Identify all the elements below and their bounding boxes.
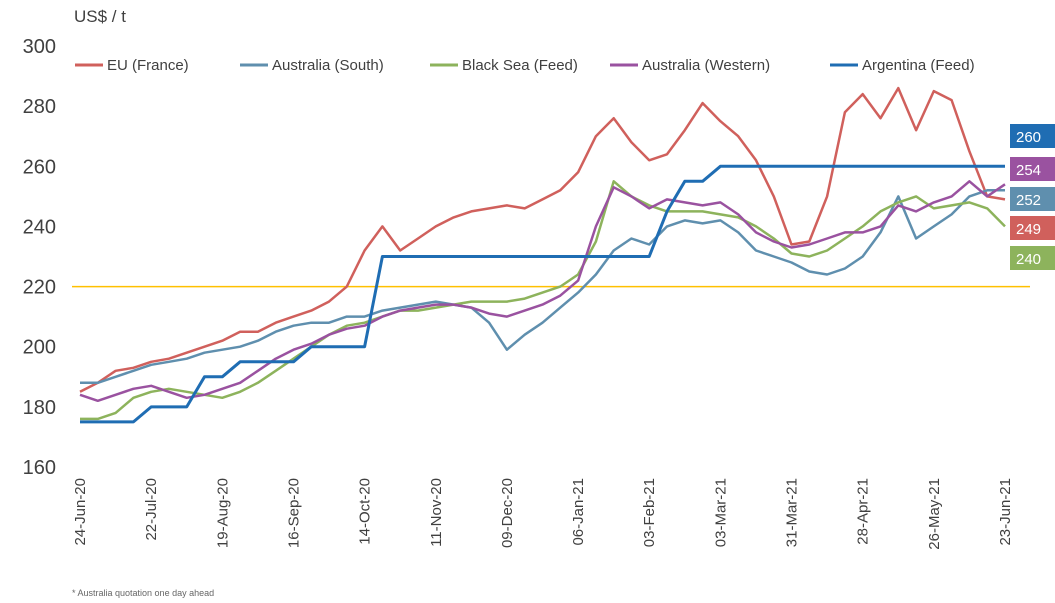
x-tick-label: 22-Jul-20 [143, 478, 160, 541]
end-value-label: 254 [1016, 162, 1041, 179]
y-tick-label: 220 [23, 277, 56, 299]
x-tick-label: 28-Apr-21 [855, 478, 872, 545]
end-value-box [1010, 157, 1055, 181]
end-value-box [1010, 246, 1055, 270]
series-line [79, 180, 1006, 403]
end-value-label: 260 [1016, 129, 1041, 146]
x-tick-label: 16-Sep-20 [285, 478, 302, 548]
x-tick-label: 31-Mar-21 [784, 478, 801, 547]
y-tick-label: 240 [23, 216, 56, 238]
x-tick-label: 24-Jun-20 [72, 478, 89, 546]
series-line [80, 189, 1005, 385]
series-line [80, 164, 1005, 424]
x-tick-label: 09-Dec-20 [499, 478, 516, 548]
y-tick-label: 260 [23, 156, 56, 178]
y-tick-label: 200 [23, 337, 56, 359]
x-tick-label: 06-Jan-21 [570, 478, 587, 546]
x-tick-label: 14-Oct-20 [357, 478, 374, 545]
x-tick-label: 19-Aug-20 [214, 478, 231, 548]
x-tick-label: 03-Feb-21 [641, 478, 658, 547]
x-tick-label: 26-May-21 [926, 478, 943, 550]
x-tick-label: 11-Nov-20 [428, 478, 445, 547]
series-line [80, 180, 1006, 421]
y-tick-label: 300 [23, 36, 56, 58]
x-tick-label: 03-Mar-21 [712, 478, 729, 547]
end-value-label: 249 [1016, 221, 1041, 238]
y-tick-label: 280 [23, 96, 56, 118]
series-line [79, 86, 1006, 393]
y-axis-label: US$ / t [74, 7, 126, 26]
y-tick-label: 180 [23, 397, 56, 419]
end-value-label: 252 [1016, 192, 1041, 209]
legend-label: EU (France) [107, 57, 189, 74]
legend-label: Australia (Western) [642, 57, 770, 74]
legend-label: Argentina (Feed) [862, 57, 975, 74]
y-tick-label: 160 [23, 457, 56, 479]
legend-label: Black Sea (Feed) [462, 57, 578, 74]
legend-label: Australia (South) [272, 57, 384, 74]
end-value-box [1010, 124, 1055, 148]
end-value-box [1010, 216, 1055, 240]
end-value-label: 240 [1016, 251, 1041, 268]
x-tick-label: 23-Jun-21 [997, 478, 1014, 546]
footnote: * Australia quotation one day ahead [72, 588, 214, 598]
end-value-box [1010, 187, 1055, 211]
